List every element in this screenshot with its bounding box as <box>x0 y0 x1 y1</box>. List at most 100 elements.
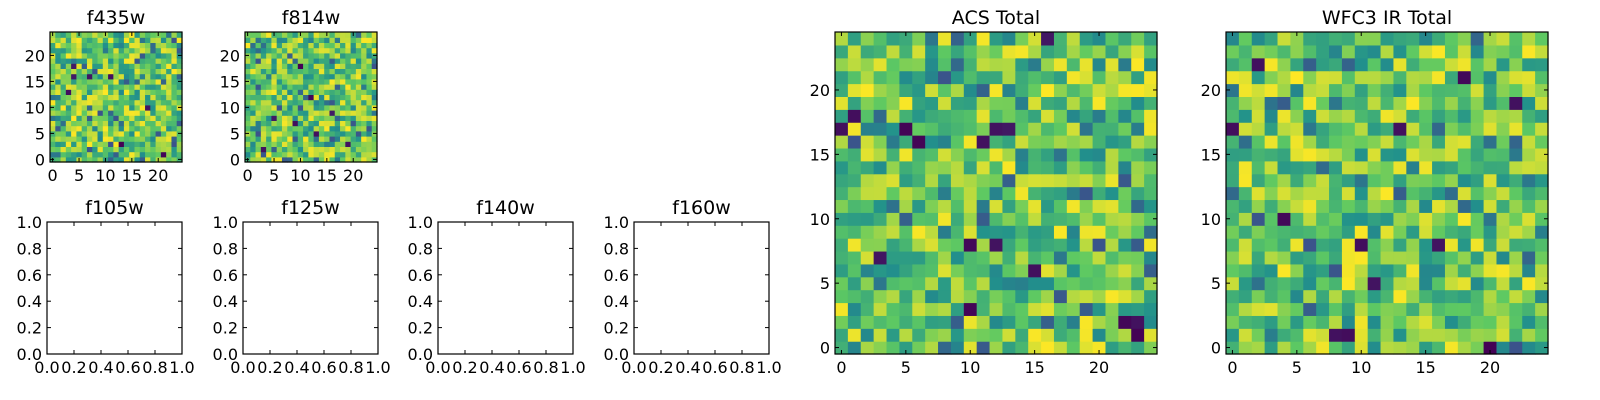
heatmap-cell <box>1303 225 1317 239</box>
heatmap-cell <box>276 136 283 142</box>
heatmap-cell <box>1522 160 1536 175</box>
heatmap-cell <box>963 341 978 355</box>
heatmap-cell <box>1002 250 1016 265</box>
heatmap-cell <box>123 146 130 153</box>
heatmap-cell <box>1406 238 1420 252</box>
heatmap-cell <box>938 83 952 97</box>
heatmap-cell <box>108 136 114 142</box>
heatmap-cell <box>886 96 900 110</box>
heatmap-cell <box>1131 147 1145 162</box>
heatmap-cell <box>260 42 267 49</box>
heatmap-cell <box>334 37 341 43</box>
heatmap-cell <box>134 52 141 59</box>
heatmap-cell <box>123 52 130 59</box>
heatmap-cell <box>86 104 93 111</box>
heatmap-cell <box>361 146 368 153</box>
heatmap-cell <box>847 250 862 265</box>
heatmap-cell <box>176 47 183 54</box>
heatmap-cell <box>361 141 368 147</box>
heatmap-cell <box>350 94 357 101</box>
heatmap-cell <box>1393 135 1407 149</box>
heatmap-cell <box>1105 212 1119 226</box>
heatmap-cell <box>1226 70 1240 85</box>
heatmap-cell <box>71 99 77 106</box>
heatmap-cell <box>102 125 109 132</box>
heatmap-cell <box>886 70 900 85</box>
heatmap-cell <box>324 136 331 142</box>
heatmap-cell <box>1041 70 1055 85</box>
x-tick-label: 10 <box>960 358 980 377</box>
heatmap-cell <box>1380 173 1395 188</box>
heatmap-cell <box>1535 302 1549 316</box>
heatmap-cell <box>1144 341 1158 355</box>
heatmap-cell <box>1290 289 1304 304</box>
heatmap-cell <box>139 146 146 153</box>
heatmap-cell <box>1264 315 1279 329</box>
heatmap-cell <box>1118 289 1132 304</box>
heatmap-cell <box>340 89 346 95</box>
heatmap-cell <box>1053 44 1068 59</box>
heatmap-cell <box>1015 109 1029 123</box>
heatmap-cell <box>297 130 304 137</box>
heatmap-cell <box>1053 341 1068 355</box>
heatmap-cell <box>271 63 278 69</box>
heatmap-cell <box>81 58 88 64</box>
heatmap-cell <box>1079 199 1094 213</box>
heatmap-cell <box>81 120 88 127</box>
heatmap-cell <box>102 120 109 127</box>
y-tick-label: 15 <box>1201 145 1221 164</box>
heatmap-cell <box>899 212 913 226</box>
heatmap-cell <box>171 146 178 153</box>
heatmap-cell <box>1092 122 1107 136</box>
x-tick-label: 0.6 <box>311 358 336 377</box>
heatmap-cell <box>1367 122 1382 136</box>
heatmap-cell <box>963 225 978 239</box>
heatmap-cell <box>1444 70 1459 85</box>
heatmap-cell <box>925 57 939 72</box>
y-tick-label: 0 <box>820 339 830 358</box>
heatmap-cell <box>1380 96 1395 110</box>
heatmap-cell <box>371 73 378 80</box>
heatmap-cell <box>255 32 262 38</box>
heatmap-cell <box>86 47 93 54</box>
heatmap-cell <box>324 58 331 64</box>
heatmap-cell <box>1238 199 1253 213</box>
heatmap-cell <box>86 89 93 95</box>
heatmap-cell <box>334 42 341 49</box>
heatmap-cell <box>1251 276 1266 291</box>
heatmap-cell <box>1303 302 1317 316</box>
heatmap-cell <box>355 125 362 132</box>
heatmap-cell <box>287 141 294 147</box>
panel-title: f105w <box>85 197 144 219</box>
heatmap-cell <box>65 58 72 64</box>
heatmap-cell <box>1432 135 1446 149</box>
heatmap-cell <box>1316 225 1330 239</box>
heatmap-cell <box>1457 225 1472 239</box>
heatmap-cell <box>92 156 99 163</box>
heatmap-cell <box>97 58 104 64</box>
heatmap-cell <box>71 136 77 142</box>
heatmap-cell <box>134 73 141 80</box>
heatmap-cell <box>266 110 272 116</box>
heatmap-cell <box>76 136 83 142</box>
heatmap-cell <box>1251 96 1266 110</box>
heatmap-cell <box>1329 83 1343 97</box>
heatmap-cell <box>76 52 83 59</box>
heatmap-cell <box>1226 160 1240 175</box>
heatmap-cell <box>1496 186 1510 201</box>
heatmap-cell <box>873 302 888 316</box>
heatmap-cell <box>1092 135 1107 149</box>
heatmap-cell <box>1432 302 1446 316</box>
y-tick-label: 0 <box>35 150 45 169</box>
heatmap-cell <box>313 110 320 116</box>
heatmap-cell <box>1406 315 1420 329</box>
heatmap-cell <box>1393 263 1407 278</box>
heatmap-cell <box>1444 199 1459 213</box>
heatmap-cell <box>245 47 251 54</box>
heatmap-cell <box>266 42 272 49</box>
heatmap-cell <box>1329 225 1343 239</box>
heatmap-cell <box>1535 32 1549 46</box>
heatmap-cell <box>1354 147 1369 162</box>
heatmap-cell <box>139 84 146 90</box>
